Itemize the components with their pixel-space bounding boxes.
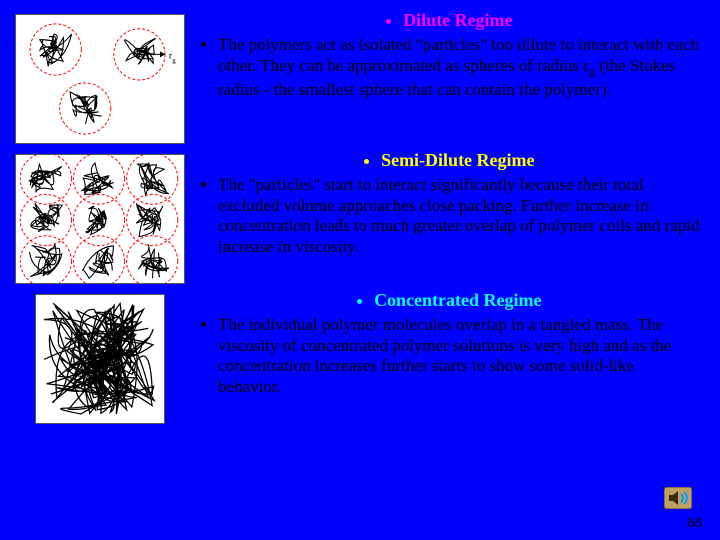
heading-concentrated: Concentrated Regime [374, 290, 541, 311]
heading-semidilute-row: Semi-Dilute Regime [198, 150, 700, 171]
heading-dilute: Dilute Regime [403, 10, 512, 31]
section-semidilute: Semi-Dilute Regime The "particles" start… [10, 150, 700, 284]
section-dilute: rg Dilute Regime The polymers act as iso… [10, 10, 700, 144]
body-concentrated: The individual polymer molecules overlap… [218, 315, 700, 398]
heading-dilute-row: Dilute Regime [198, 10, 700, 31]
body-dilute: The polymers act as isolated "particles"… [218, 35, 700, 100]
diagram-concentrated [35, 294, 165, 424]
diagram-semidilute [15, 154, 185, 284]
section-concentrated: Concentrated Regime The individual polym… [10, 290, 700, 424]
heading-semidilute: Semi-Dilute Regime [381, 150, 534, 171]
slide: rg Dilute Regime The polymers act as iso… [0, 0, 720, 540]
sound-icon[interactable] [664, 487, 692, 514]
diagram-dilute-col: rg [10, 10, 190, 144]
heading-concentrated-row: Concentrated Regime [198, 290, 700, 311]
page-number: 68 [687, 515, 702, 532]
diagram-dilute: rg [15, 14, 185, 144]
body-semidilute: The "particles" start to interact signif… [218, 175, 700, 258]
diagram-semidilute-col [10, 150, 190, 284]
diagram-concentrated-col [10, 290, 190, 424]
